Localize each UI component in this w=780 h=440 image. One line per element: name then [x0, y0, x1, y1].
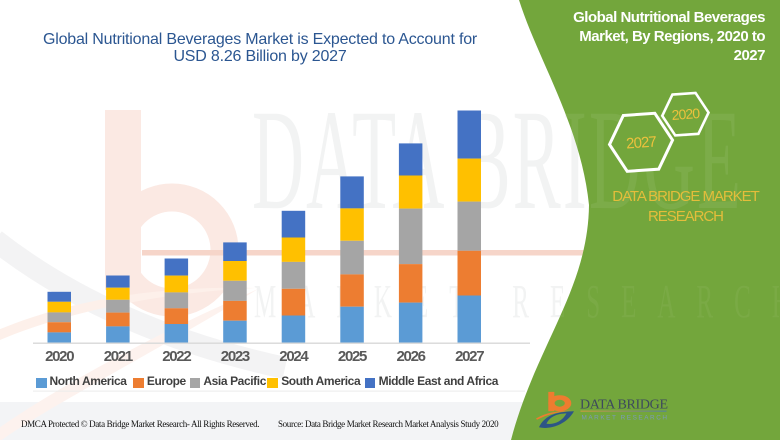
svg-text:2020: 2020 [671, 105, 701, 123]
svg-text:MARKET RESEARCH: MARKET RESEARCH [582, 415, 669, 422]
svg-text:2027: 2027 [626, 133, 657, 152]
svg-text:MARKET RESEARCH: MARKET RESEARCH [254, 276, 780, 329]
svg-text:DATA BRIDGE: DATA BRIDGE [580, 398, 668, 413]
